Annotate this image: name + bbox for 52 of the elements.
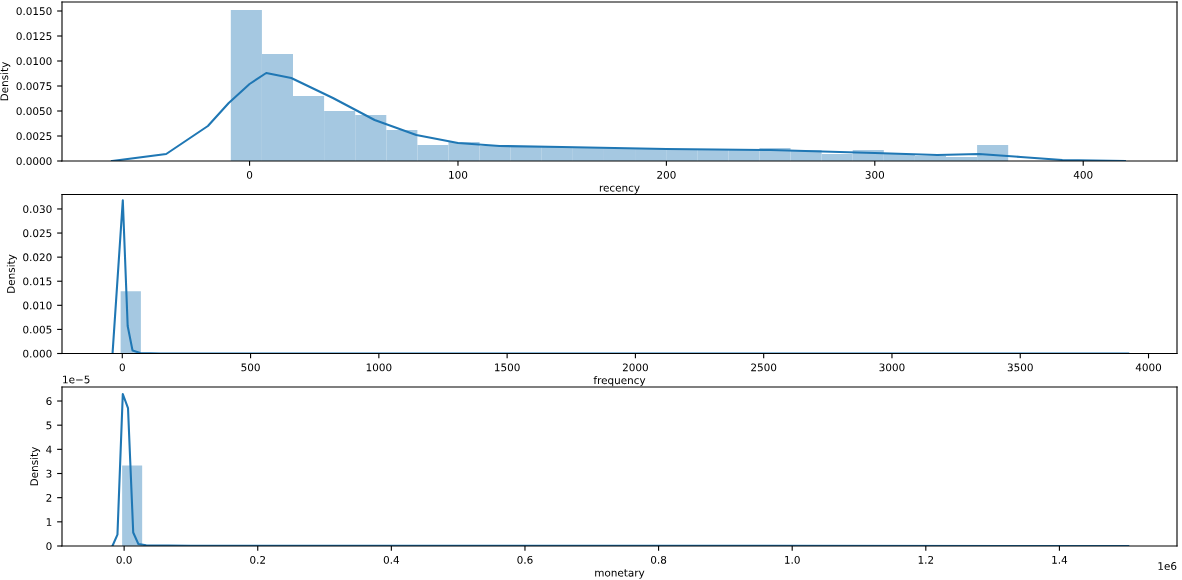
x-tick-label: 3500 [1007,363,1033,372]
x-tick-label: 200 [657,170,676,179]
text: 1e6 [1158,562,1177,570]
x-tick-label: 1.2 [918,555,934,564]
y-tick-label: 0.0025 [16,132,52,141]
y-axis-title: Density [0,62,11,101]
x-tick-label: 4000 [1135,363,1162,372]
y-tick-label: 2 [46,493,52,502]
x-tick-label: 2000 [622,363,648,372]
x-tick-label: 0 [246,170,253,179]
x-axis-title: frequency [593,376,646,387]
y-axis-title: Density [30,447,41,486]
y-tick-label: 5 [46,421,52,430]
y-tick-label: 0.000 [23,349,52,358]
x-tick-label: 0.8 [650,555,667,564]
x-tick-label: 1.0 [785,555,800,564]
y-tick-label: 6 [46,397,52,406]
line-series [111,199,1130,354]
x-tick-label: 1000 [366,363,392,372]
y-tick-label: 0 [46,542,52,551]
y-tick-label: 0.025 [23,229,52,238]
x-tick-label: 1.4 [1052,556,1068,564]
x-tick-label: 400 [1073,170,1093,179]
y-tick-label: 0.030 [23,205,52,214]
y-tick-label: 0.0000 [16,157,52,166]
y-axis-title: Density [6,254,17,293]
x-axis-title: recency [599,185,640,194]
text: 1e−5 [63,375,90,384]
y-tick-label: 0.0075 [16,82,52,91]
x-tick-label: 500 [241,363,260,372]
y-tick-label: 0.020 [23,253,52,262]
y-tick-label: 4 [46,445,52,454]
x-tick-label: 0.4 [383,555,400,564]
x-axis-title: monetary [595,569,645,579]
y-tick-label: 1 [46,518,52,526]
y-tick-label: 0.0150 [16,7,52,16]
x-tick-label: 0.0 [116,555,132,564]
x-tick-label: 0.6 [517,555,533,564]
y-tick-label: 0.015 [23,277,52,286]
x-tick-label: 3000 [879,363,905,372]
x-tick-label: 300 [865,170,885,179]
x-tick-label: 1500 [495,363,520,372]
y-tick-label: 3 [46,469,52,478]
y-tick-label: 0.0125 [16,32,52,41]
y-tick-label: 0.0050 [16,107,52,116]
x-tick-label: 0.2 [250,555,265,564]
x-tick-label: 100 [449,170,468,179]
y-tick-label: 0.0100 [16,57,52,66]
y-tick-label: 0.005 [23,325,52,334]
y-tick-label: 0.010 [23,301,52,310]
x-tick-label: 2500 [751,363,777,372]
x-tick-label: 0 [119,363,125,372]
